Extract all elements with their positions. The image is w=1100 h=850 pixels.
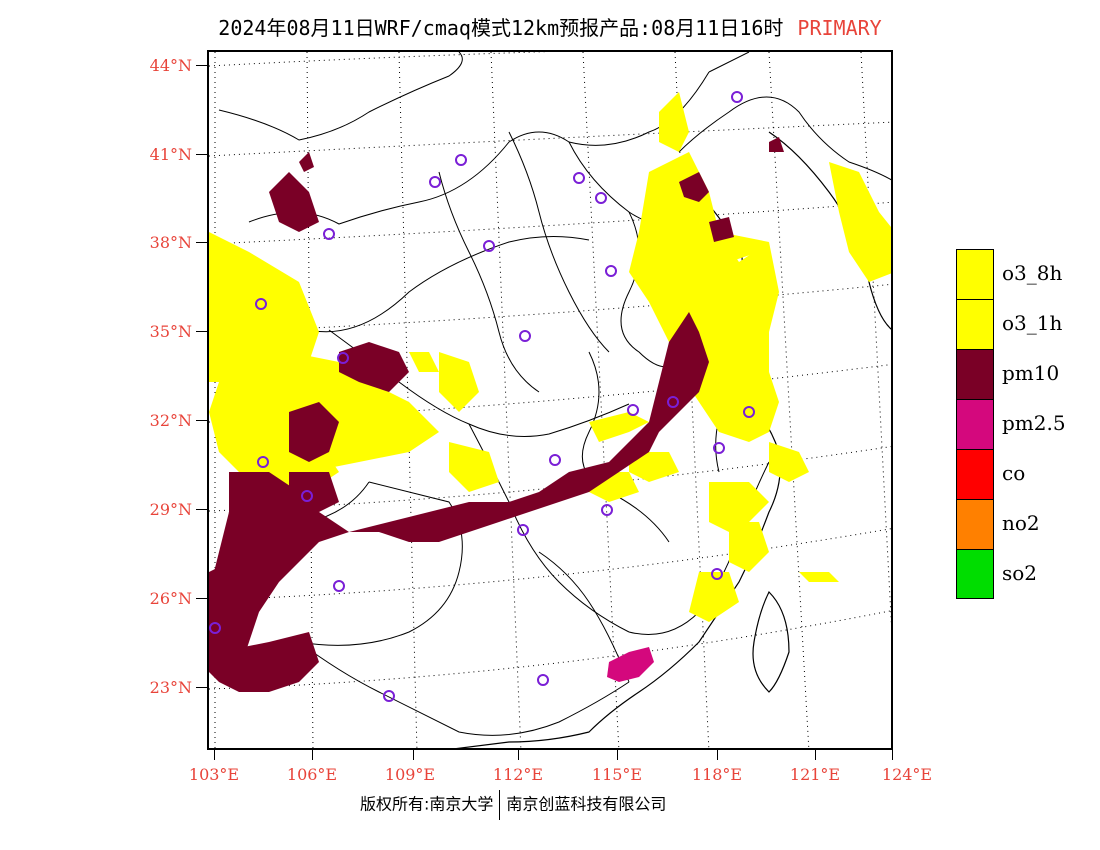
map-title: 2024年08月11日WRF/cmaq模式12km预报产品:08月11日16时 P… (0, 12, 1100, 41)
lon-label-103e: 103°E (188, 765, 240, 784)
lat-tick (196, 509, 207, 510)
lon-label-115e: 115°E (591, 765, 643, 784)
lat-tick (196, 598, 207, 599)
pm25-regions (607, 647, 654, 682)
legend-swatch (956, 399, 994, 449)
lon-tick (815, 750, 816, 760)
legend-item-so2: so2 (956, 549, 1096, 599)
lon-label-124e: 124°E (881, 765, 933, 784)
lat-label-26n: 26°N (149, 589, 192, 608)
lat-tick (196, 154, 207, 155)
lat-label-29n: 29°N (149, 500, 192, 519)
legend-swatch (956, 249, 994, 299)
lon-tick (717, 750, 718, 760)
legend-label: co (1002, 461, 1026, 485)
legend-swatch (956, 349, 994, 399)
lon-label-109e: 109°E (384, 765, 436, 784)
station-markers (209, 91, 755, 702)
legend-item-o3-8h: o3_8h (956, 249, 1096, 299)
legend-label: o3_1h (1002, 311, 1063, 335)
lon-tick (518, 750, 519, 760)
legend-label: o3_8h (1002, 261, 1063, 285)
lat-label-23n: 23°N (149, 678, 192, 697)
pm10-regions (209, 137, 784, 692)
lat-tick (196, 687, 207, 688)
lat-tick (196, 242, 207, 243)
lat-tick (196, 65, 207, 66)
lat-tick (196, 331, 207, 332)
title-primary-tag: PRIMARY (797, 16, 882, 40)
lat-label-41n: 41°N (149, 145, 192, 164)
copyright-footer: 版权所有:南京大学 南京创蓝科技有限公司 (360, 790, 666, 820)
map-canvas (209, 52, 891, 748)
legend-label: no2 (1002, 511, 1040, 535)
lat-label-38n: 38°N (149, 233, 192, 252)
map-panel[interactable] (207, 50, 893, 750)
lon-tick (617, 750, 618, 760)
legend-label: pm2.5 (1002, 411, 1066, 435)
lon-tick (413, 750, 414, 760)
lat-label-35n: 35°N (149, 322, 192, 341)
lon-label-112e: 112°E (492, 765, 544, 784)
legend-item-no2: no2 (956, 499, 1096, 549)
legend-item-o3-1h: o3_1h (956, 299, 1096, 349)
lat-label-44n: 44°N (149, 56, 192, 75)
lon-label-121e: 121°E (789, 765, 841, 784)
lon-tick (312, 750, 313, 760)
lat-tick (196, 420, 207, 421)
legend-item-pm10: pm10 (956, 349, 1096, 399)
lon-tick (892, 750, 893, 760)
lon-tick (214, 750, 215, 760)
legend-item-pm25: pm2.5 (956, 399, 1096, 449)
legend-swatch (956, 549, 994, 599)
legend-label: so2 (1002, 561, 1038, 585)
lon-label-118e: 118°E (691, 765, 743, 784)
legend-swatch (956, 299, 994, 349)
legend-label: pm10 (1002, 361, 1060, 385)
legend-swatch (956, 449, 994, 499)
pollutant-legend: o3_8h o3_1h pm10 pm2.5 co no2 so2 (956, 249, 1096, 599)
title-main: 2024年08月11日WRF/cmaq模式12km预报产品:08月11日16时 (218, 16, 784, 40)
legend-swatch (956, 499, 994, 549)
footer-left: 版权所有:南京大学 (360, 794, 494, 814)
lon-label-106e: 106°E (286, 765, 338, 784)
footer-divider (499, 790, 501, 820)
legend-item-co: co (956, 449, 1096, 499)
lat-label-32n: 32°N (149, 411, 192, 430)
footer-right: 南京创蓝科技有限公司 (506, 794, 667, 814)
